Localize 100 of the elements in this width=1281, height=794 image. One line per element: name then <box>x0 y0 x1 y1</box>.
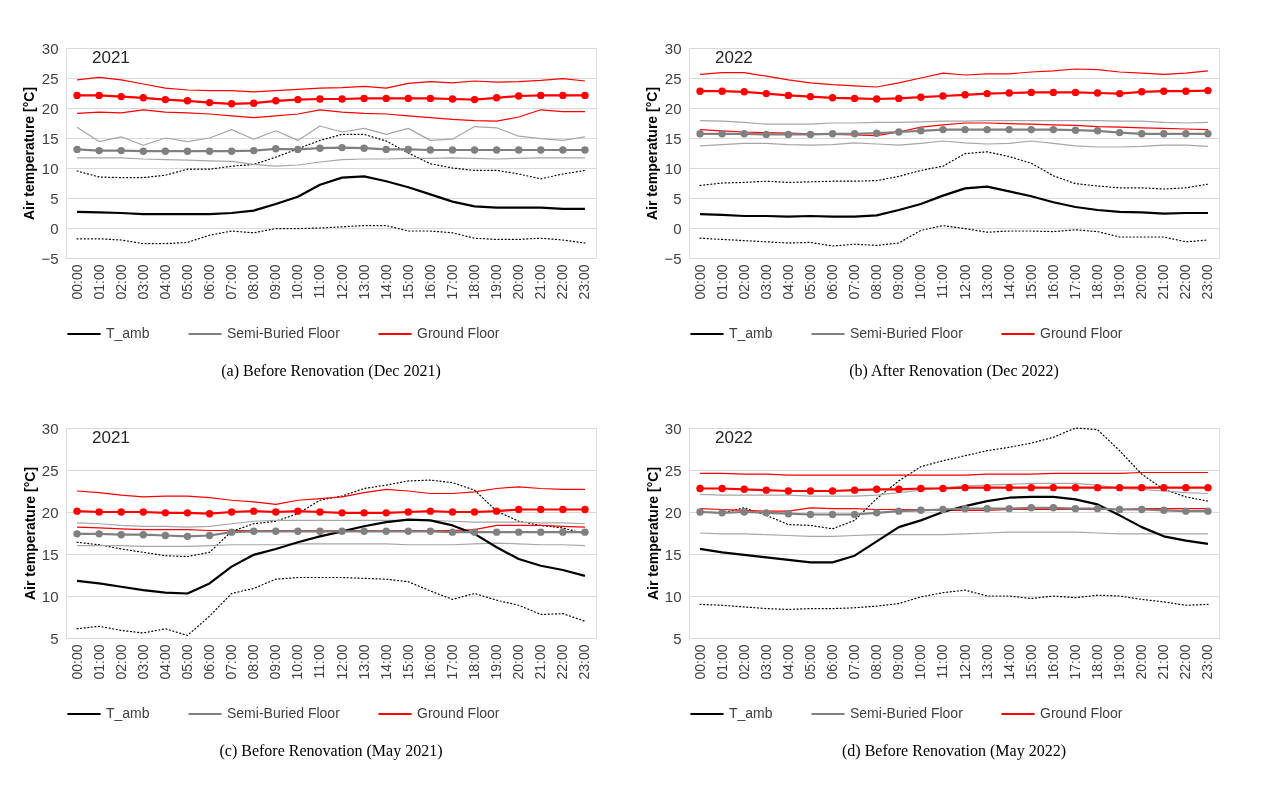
x-tick-label: 23:00 <box>576 264 593 300</box>
point <box>95 146 103 155</box>
point <box>492 94 501 102</box>
line-series <box>76 486 586 506</box>
point <box>515 146 523 154</box>
point <box>581 528 589 536</box>
point <box>1049 125 1058 134</box>
point <box>492 528 501 536</box>
annotation: 2021 <box>92 48 130 67</box>
point <box>73 530 81 538</box>
x-tick-label: 18:00 <box>466 644 483 680</box>
point <box>316 144 324 152</box>
legend-label: Semi-Buried Floor <box>227 325 341 341</box>
point <box>139 508 147 516</box>
x-tick-label: 02:00 <box>112 644 129 680</box>
point <box>117 508 125 516</box>
point <box>1005 89 1013 97</box>
point <box>740 485 748 494</box>
line-series <box>699 225 1209 247</box>
point <box>784 509 793 518</box>
x-tick-label: 07:00 <box>223 264 240 300</box>
point <box>1005 125 1013 134</box>
point <box>806 510 815 519</box>
point <box>895 128 903 136</box>
y-tick-label: 5 <box>50 189 59 207</box>
point <box>404 145 412 154</box>
x-tick-label: 05:00 <box>178 264 195 300</box>
y-tick-label: 15 <box>664 545 682 563</box>
y-tick-label: 15 <box>41 545 59 563</box>
point <box>895 507 903 515</box>
x-tick-label: 08:00 <box>245 264 262 300</box>
point <box>382 527 390 536</box>
x-tick-label: 04:00 <box>779 264 796 300</box>
point <box>961 91 969 99</box>
point <box>227 528 236 536</box>
point <box>161 95 170 104</box>
point <box>1115 89 1124 98</box>
point <box>1115 505 1124 514</box>
point <box>850 486 859 494</box>
point <box>1005 504 1013 513</box>
point <box>515 505 523 514</box>
point <box>250 527 258 536</box>
line-series <box>698 495 1210 564</box>
point <box>227 100 236 108</box>
x-tick-label: 17:00 <box>1066 644 1083 680</box>
point <box>448 528 457 536</box>
point <box>382 94 390 103</box>
annotation: 2022 <box>715 428 753 447</box>
point <box>784 487 793 495</box>
text: (a) Before Renovation (Dec 2021) <box>221 362 441 380</box>
point <box>1182 483 1190 492</box>
line-series <box>76 109 586 122</box>
line-series <box>76 519 586 528</box>
point <box>537 528 545 536</box>
x-tick-label: 00:00 <box>691 264 708 300</box>
annotation: 2022 <box>715 48 753 67</box>
point <box>272 508 280 516</box>
x-tick-label: 09:00 <box>890 644 907 680</box>
line-series <box>76 225 586 245</box>
point <box>382 145 390 154</box>
x-tick-label: 12:00 <box>333 644 350 680</box>
point <box>1071 504 1080 513</box>
y-tick-label: 5 <box>50 629 59 647</box>
point <box>205 147 214 155</box>
point <box>1049 504 1058 512</box>
point <box>338 527 346 536</box>
point <box>762 486 770 494</box>
x-tick-label: 16:00 <box>1044 644 1061 680</box>
point <box>1071 88 1080 97</box>
x-tick-label: 16:00 <box>421 264 438 300</box>
point <box>696 87 704 95</box>
x-tick-label: 15:00 <box>1022 264 1039 300</box>
point <box>73 91 81 100</box>
text: (b) After Renovation (Dec 2022) <box>849 362 1059 380</box>
point <box>161 509 170 517</box>
point <box>1027 483 1035 492</box>
point <box>1115 128 1124 137</box>
y-tick-label: 25 <box>664 461 682 479</box>
point <box>470 508 479 516</box>
point <box>537 91 545 100</box>
x-tick-label: 17:00 <box>443 644 460 680</box>
x-tick-label: 11:00 <box>934 264 951 299</box>
y-tick-label: 30 <box>664 39 682 57</box>
x-tick-label: 03:00 <box>757 644 774 680</box>
point <box>470 146 479 154</box>
point <box>828 487 837 495</box>
x-tick-label: 04:00 <box>156 264 173 300</box>
y-tick-label: 25 <box>41 461 59 479</box>
line-series <box>699 140 1209 148</box>
point <box>873 485 881 494</box>
y-axis-title: Air temperature [°C] <box>21 86 38 221</box>
y-tick-label: 0 <box>673 219 682 237</box>
point <box>404 527 412 536</box>
x-tick-label: 08:00 <box>245 644 262 680</box>
x-tick-label: 06:00 <box>201 264 218 300</box>
x-tick-label: 00:00 <box>68 644 85 680</box>
point <box>1182 507 1190 515</box>
x-tick-label: 07:00 <box>846 644 863 680</box>
point <box>426 94 435 103</box>
x-tick-label: 02:00 <box>735 264 752 300</box>
